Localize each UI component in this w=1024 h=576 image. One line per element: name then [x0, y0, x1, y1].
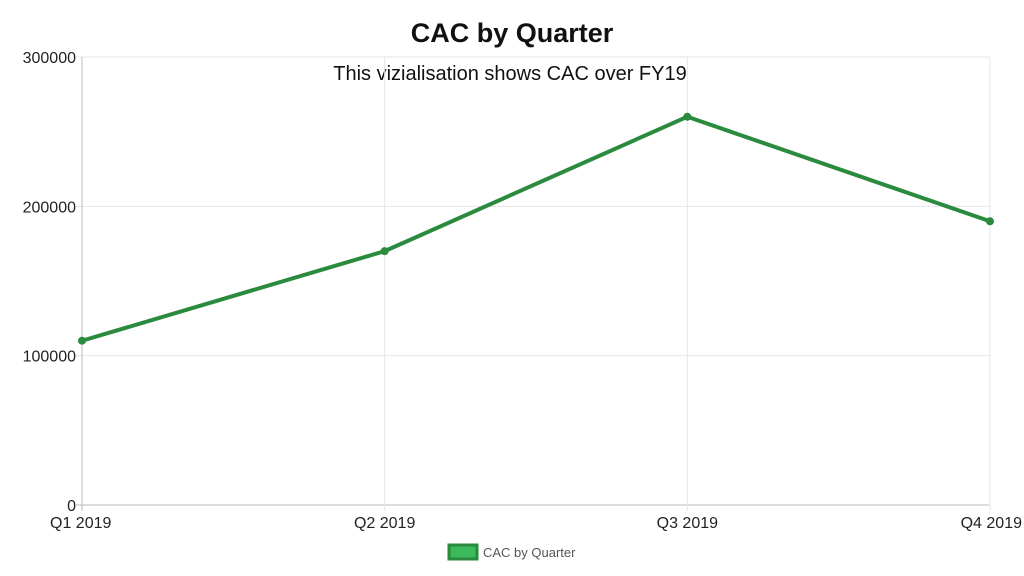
chart-subtitle: This vizialisation shows CAC over FY19 — [333, 63, 686, 85]
data-point[interactable] — [380, 247, 389, 256]
data-point[interactable] — [986, 217, 994, 226]
y-tick-label: 300000 — [23, 50, 76, 67]
x-tick-label: Q3 2019 — [657, 515, 718, 532]
x-tick-label: Q2 2019 — [354, 515, 415, 532]
y-tick-label: 100000 — [23, 349, 76, 366]
legend: CAC by Quarter — [447, 543, 576, 561]
legend-swatch[interactable] — [447, 543, 479, 561]
x-tick-label: Q4 2019 — [961, 515, 1022, 532]
data-point[interactable] — [683, 112, 692, 121]
series-line — [81, 114, 991, 343]
y-tick-label: 200000 — [23, 199, 76, 216]
x-tick-label: Q1 2019 — [50, 515, 111, 532]
legend-label[interactable]: CAC by Quarter — [483, 545, 576, 560]
y-tick-label: 0 — [67, 498, 76, 515]
chart-title: CAC by Quarter — [411, 18, 614, 48]
data-point[interactable] — [78, 336, 86, 345]
